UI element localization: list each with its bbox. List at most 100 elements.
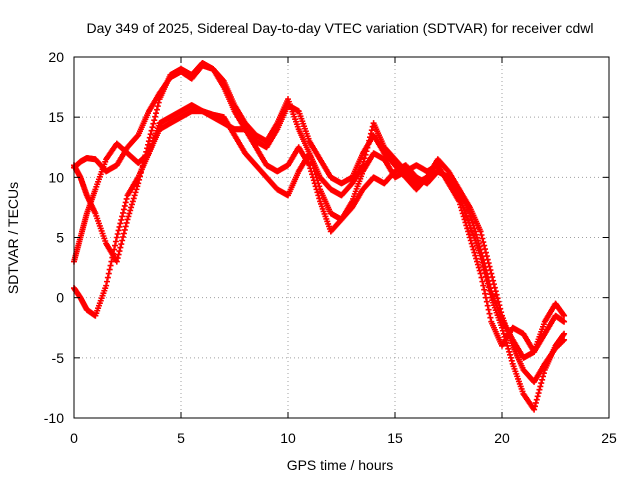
data-point: [457, 201, 464, 208]
data-point: [464, 225, 471, 232]
data-point: [151, 117, 158, 124]
data-point: [478, 231, 485, 238]
data-point: [366, 137, 373, 144]
data-point: [469, 243, 476, 250]
data-point: [121, 202, 128, 209]
data-point: [508, 357, 515, 364]
data-point: [481, 286, 488, 293]
data-point: [120, 233, 127, 240]
data-point: [485, 306, 492, 313]
data-point: [484, 274, 491, 281]
data-point: [130, 195, 137, 202]
data-point: [139, 162, 146, 169]
data-point: [476, 243, 483, 250]
data-point: [500, 330, 507, 337]
data-point: [365, 141, 372, 148]
data-point: [484, 302, 491, 309]
data-point: [561, 318, 568, 325]
data-point: [128, 201, 135, 208]
data-point: [476, 267, 483, 274]
data-point: [117, 220, 124, 227]
data-point: [124, 216, 131, 223]
data-point: [472, 228, 479, 235]
data-point: [113, 234, 120, 241]
data-point: [117, 244, 124, 251]
data-point: [113, 258, 120, 265]
data-point: [309, 171, 316, 178]
data-point: [480, 257, 487, 264]
data-point: [535, 390, 542, 397]
data-point: [477, 228, 484, 235]
data-point: [148, 127, 155, 134]
data-point: [537, 383, 544, 390]
data-point: [153, 106, 160, 113]
data-point: [149, 124, 156, 131]
data-point: [507, 351, 514, 358]
data-point: [140, 159, 147, 166]
x-axis-label: GPS time / hours: [287, 457, 394, 473]
data-point: [462, 219, 469, 226]
data-point: [138, 166, 145, 173]
data-point: [483, 298, 490, 305]
data-point: [483, 271, 490, 278]
data-point: [475, 240, 482, 247]
data-point: [106, 266, 113, 273]
data-point: [532, 399, 539, 406]
data-point: [103, 282, 110, 289]
data-point: [480, 282, 487, 289]
data-point: [312, 183, 319, 190]
data-point: [154, 103, 161, 110]
data-point: [363, 148, 370, 155]
data-point: [479, 278, 486, 285]
data-point: [474, 234, 481, 241]
data-point: [487, 285, 494, 292]
y-tick-label: -10: [44, 410, 64, 426]
data-point: [470, 246, 477, 253]
data-point: [123, 219, 130, 226]
data-point: [137, 169, 144, 176]
data-point: [471, 225, 478, 232]
data-point: [465, 228, 472, 235]
data-point: [364, 144, 371, 151]
x-tick-label: 15: [387, 430, 403, 446]
tick-layer: 0 5 10 15 20 25 -10 -5 0 5 10 15 20: [44, 49, 617, 446]
data-point: [104, 274, 111, 281]
data-point: [466, 234, 473, 241]
data-point: [474, 258, 481, 265]
y-tick-label: 15: [48, 109, 64, 125]
data-point: [128, 204, 135, 211]
data-point: [131, 192, 138, 199]
data-point: [538, 380, 545, 387]
data-point: [136, 173, 143, 180]
data-point: [367, 130, 374, 137]
data-point: [360, 158, 367, 165]
data-point: [367, 134, 374, 141]
data-point: [468, 216, 475, 223]
data-point: [536, 386, 543, 393]
data-point: [120, 230, 127, 237]
data-point: [153, 110, 160, 117]
data-point: [145, 138, 152, 145]
data-point: [309, 174, 316, 181]
data-point: [474, 261, 481, 268]
data-point: [114, 255, 121, 262]
x-tick-label: 25: [601, 430, 617, 446]
data-point: [531, 403, 538, 410]
data-point: [118, 241, 125, 248]
data-point: [463, 222, 470, 229]
data-point: [457, 204, 464, 211]
data-point: [145, 141, 152, 148]
data-point: [142, 152, 149, 159]
x-tick-label: 20: [494, 430, 510, 446]
data-point: [368, 127, 375, 134]
data-point: [361, 155, 368, 162]
data-point: [122, 199, 129, 206]
data-point: [314, 189, 321, 196]
data-point: [472, 252, 479, 259]
data-point: [455, 185, 462, 192]
data-point: [485, 278, 492, 285]
data-point: [127, 207, 134, 214]
data-point: [478, 274, 485, 281]
data-point: [506, 348, 513, 355]
data-point: [129, 198, 136, 205]
